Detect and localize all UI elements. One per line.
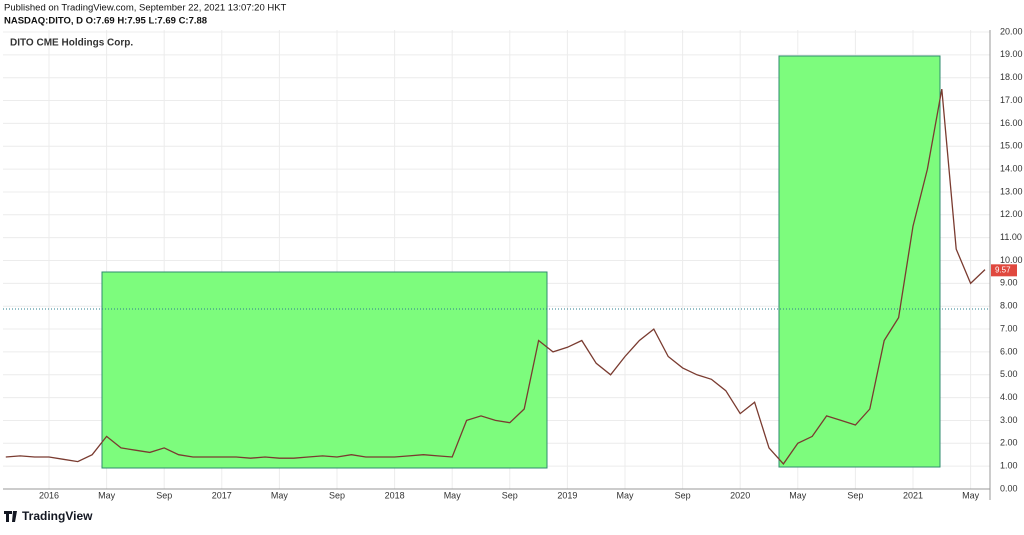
brand-logo (4, 511, 17, 522)
x-tick-label: May (444, 490, 462, 500)
y-tick-label: 12.00 (1000, 209, 1023, 219)
y-tick-label: 9.00 (1000, 278, 1018, 288)
last-price-label: 9.57 (995, 265, 1011, 274)
y-tick-label: 11.00 (1000, 232, 1022, 242)
x-tick-label: Sep (329, 490, 345, 500)
brand: TradingView (22, 509, 93, 523)
x-tick-label: May (271, 490, 289, 500)
x-tick-label: May (616, 490, 634, 500)
x-tick-label: May (789, 490, 807, 500)
symbol-line: NASDAQ:DITO, D O:7.69 H:7.95 L:7.69 C:7.… (4, 16, 207, 27)
x-tick-label: May (962, 490, 980, 500)
y-tick-label: 19.00 (1000, 49, 1023, 59)
x-tick-label: 2021 (903, 490, 923, 500)
highlight-box (778, 55, 941, 468)
y-tick-label: 17.00 (1000, 95, 1023, 105)
y-tick-label: 10.00 (1000, 255, 1023, 265)
x-tick-label: 2017 (212, 490, 232, 500)
y-tick-label: 18.00 (1000, 72, 1023, 82)
published-note: Published on TradingView.com, September … (4, 3, 287, 14)
y-tick-label: 8.00 (1000, 301, 1018, 311)
y-tick-label: 3.00 (1000, 415, 1018, 425)
chart-title: DITO CME Holdings Corp. (10, 38, 133, 49)
price-line (5, 88, 986, 465)
y-tick-label: 16.00 (1000, 118, 1023, 128)
x-tick-label: Sep (847, 490, 863, 500)
x-tick-label: 2018 (385, 490, 405, 500)
x-tick-label: Sep (502, 490, 518, 500)
x-tick-label: May (98, 490, 116, 500)
x-tick-label: Sep (675, 490, 691, 500)
y-tick-label: 6.00 (1000, 346, 1018, 356)
x-tick-label: Sep (156, 490, 172, 500)
x-tick-label: 2019 (557, 490, 577, 500)
highlight-box (101, 271, 548, 469)
y-tick-label: 4.00 (1000, 392, 1018, 402)
y-tick-label: 20.00 (1000, 26, 1023, 36)
x-tick-label: 2016 (39, 490, 59, 500)
y-tick-label: 5.00 (1000, 369, 1018, 379)
y-tick-label: 15.00 (1000, 141, 1023, 151)
y-tick-label: 0.00 (1000, 483, 1018, 493)
y-tick-label: 1.00 (1000, 461, 1018, 471)
y-tick-label: 7.00 (1000, 323, 1018, 333)
y-tick-label: 2.00 (1000, 438, 1018, 448)
last-price-tag (991, 264, 1017, 277)
x-tick-label: 2020 (730, 490, 750, 500)
y-tick-label: 13.00 (1000, 186, 1023, 196)
y-tick-label: 14.00 (1000, 163, 1023, 173)
